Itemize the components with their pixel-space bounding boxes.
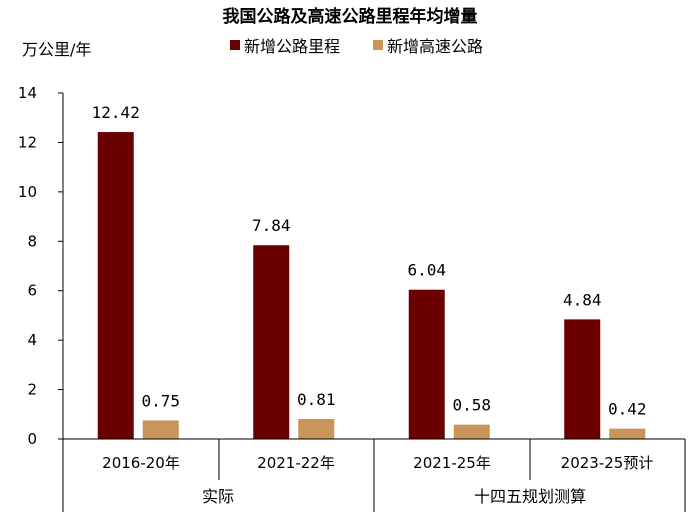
y-tick-label: 12 <box>18 133 37 151</box>
legend-swatch-new-expressway <box>373 40 383 50</box>
data-label-new-road: 12.42 <box>92 103 140 122</box>
y-axis-ticks: 0 2 4 6 8 10 12 14 <box>18 84 63 448</box>
x-tick-label: 2016-20年 <box>102 454 180 472</box>
legend-label-new-road: 新增公路里程 <box>244 37 340 56</box>
y-tick-label: 10 <box>18 183 37 201</box>
data-label-new-expressway: 0.58 <box>452 396 491 415</box>
legend: 新增公路里程 新增高速公路 <box>230 37 483 56</box>
y-axis-unit-label: 万公里/年 <box>22 40 91 59</box>
bar-new-road <box>408 289 445 439</box>
group-label-actual: 实际 <box>202 487 234 506</box>
data-labels: 12.42 0.75 7.84 0.81 6.04 0.58 4.84 0.42 <box>92 103 647 419</box>
bar-new-road <box>564 319 601 439</box>
x-tick-label: 2021-25年 <box>413 454 491 472</box>
data-label-new-expressway: 0.75 <box>141 391 180 410</box>
data-label-new-expressway: 0.42 <box>608 400 647 419</box>
legend-label-new-expressway: 新增高速公路 <box>387 37 483 56</box>
bar-new-expressway <box>298 418 335 439</box>
bars <box>97 132 646 439</box>
y-tick-label: 2 <box>27 381 37 399</box>
bar-new-road <box>97 132 134 439</box>
y-tick-label: 6 <box>27 282 37 300</box>
data-label-new-road: 4.84 <box>563 290 602 309</box>
data-label-new-expressway: 0.81 <box>297 390 336 409</box>
chart-title: 我国公路及高速公路里程年均增量 <box>223 6 478 27</box>
bar-new-expressway <box>453 424 490 439</box>
y-tick-label: 14 <box>18 84 37 102</box>
bar-new-road <box>253 245 290 439</box>
legend-swatch-new-road <box>230 40 240 50</box>
x-tick-label: 2021-22年 <box>257 454 335 472</box>
y-tick-label: 8 <box>27 232 37 250</box>
bar-new-expressway <box>609 428 646 439</box>
bar-new-expressway <box>142 420 179 439</box>
group-label-plan-estimate: 十四五规划测算 <box>474 487 586 506</box>
y-tick-label: 4 <box>27 331 37 349</box>
data-label-new-road: 6.04 <box>407 261 446 280</box>
x-tick-label: 2023-25预计 <box>561 454 654 472</box>
y-tick-label: 0 <box>27 430 37 448</box>
data-label-new-road: 7.84 <box>252 216 291 235</box>
